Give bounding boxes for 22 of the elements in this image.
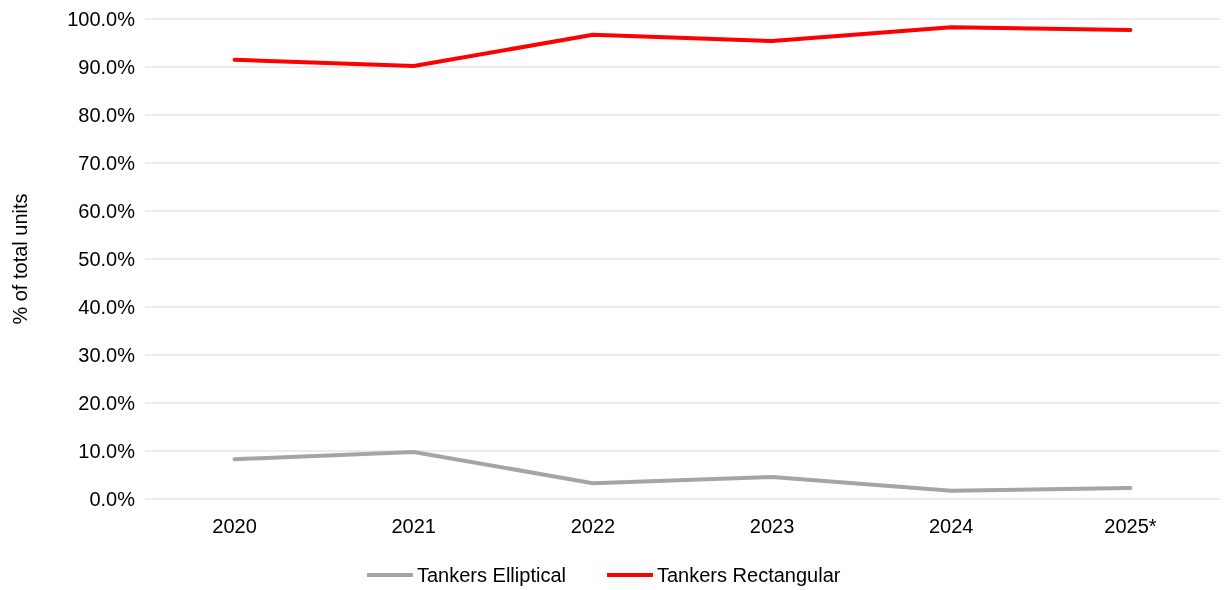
x-tick-label: 2025* <box>1104 515 1157 537</box>
y-axis-title: % of total units <box>9 193 31 325</box>
y-tick-label: 20.0% <box>78 392 136 414</box>
y-tick-label: 80.0% <box>78 104 136 126</box>
y-tick-label: 40.0% <box>78 296 136 318</box>
y-tick-label: 50.0% <box>78 248 136 270</box>
x-tick-label: 2020 <box>212 515 257 537</box>
y-tick-label: 30.0% <box>78 344 136 366</box>
y-tick-label: 90.0% <box>78 56 136 78</box>
legend-label: Tankers Elliptical <box>417 564 566 586</box>
x-tick-label: 2024 <box>929 515 974 537</box>
x-tick-label: 2021 <box>391 515 436 537</box>
line-series <box>232 449 1133 493</box>
x-tick-label: 2022 <box>570 515 616 537</box>
y-tick-label: 70.0% <box>78 152 136 174</box>
line-series <box>232 25 1133 69</box>
y-tick-label: 10.0% <box>78 440 136 462</box>
y-tick-label: 60.0% <box>78 200 136 222</box>
y-tick-label: 100.0% <box>67 8 136 30</box>
x-tick-label: 2023 <box>749 515 795 537</box>
y-tick-label: 0.0% <box>89 488 136 510</box>
legend-label: Tankers Rectangular <box>657 564 841 586</box>
